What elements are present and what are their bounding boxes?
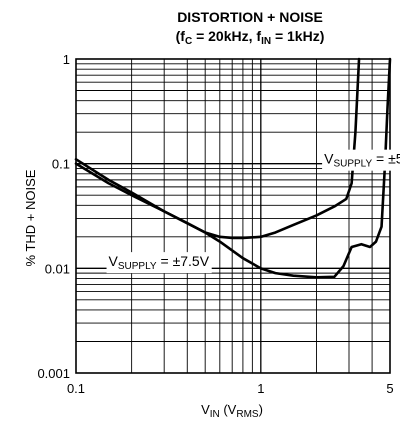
x-label-v: V [201,402,210,417]
subtitle-fin-sub: IN [261,36,271,47]
y-tick-label: 0.001 [37,366,70,381]
y-tick-label: 0.1 [52,157,70,172]
x-tick-label: 1 [257,381,264,396]
plot-border [75,58,391,374]
annotation-layer: VSUPPLY = ±5.0V VSUPPLY = ±7.5V [106,149,400,274]
x-tick-label: 0.1 [67,381,85,396]
tick-labels: 0.1 1 5 0.001 0.01 0.1 1 [37,52,393,396]
series-label: VSUPPLY = ±7.5V [109,253,210,272]
x-label-in-sub: IN [210,409,220,420]
series-line-vsupply-7-5v [74,57,392,279]
x-label-rms-sub: RMS [236,409,259,420]
chart-subtitle: (fC = 20kHz, fIN = 1kHz) [176,28,325,47]
x-tick-label: 5 [386,381,393,396]
subtitle-open: (f [176,28,186,44]
y-tick-label: 0.01 [45,261,70,276]
subtitle-mid: = 20kHz, f [192,28,261,44]
series-label: VSUPPLY = ±5.0V [324,151,400,170]
y-tick-label: 1 [63,52,70,67]
x-label-open: (V [220,402,237,417]
chart-title: DISTORTION + NOISE [177,9,323,25]
subtitle-fc-sub: C [185,36,192,47]
series-layer [74,57,392,279]
x-axis-label: VIN (VRMS) [201,402,263,420]
grid-layer [76,59,390,373]
annotation-background [106,252,212,274]
series-annotation: VSUPPLY = ±5.0V [322,149,400,171]
subtitle-close: = 1kHz) [271,28,324,44]
x-label-close: ) [259,402,263,417]
annotation-background [322,149,400,171]
series-annotation: VSUPPLY = ±7.5V [106,252,212,274]
y-axis-label: % THD + NOISE [23,169,38,266]
plot-frame [75,58,391,374]
